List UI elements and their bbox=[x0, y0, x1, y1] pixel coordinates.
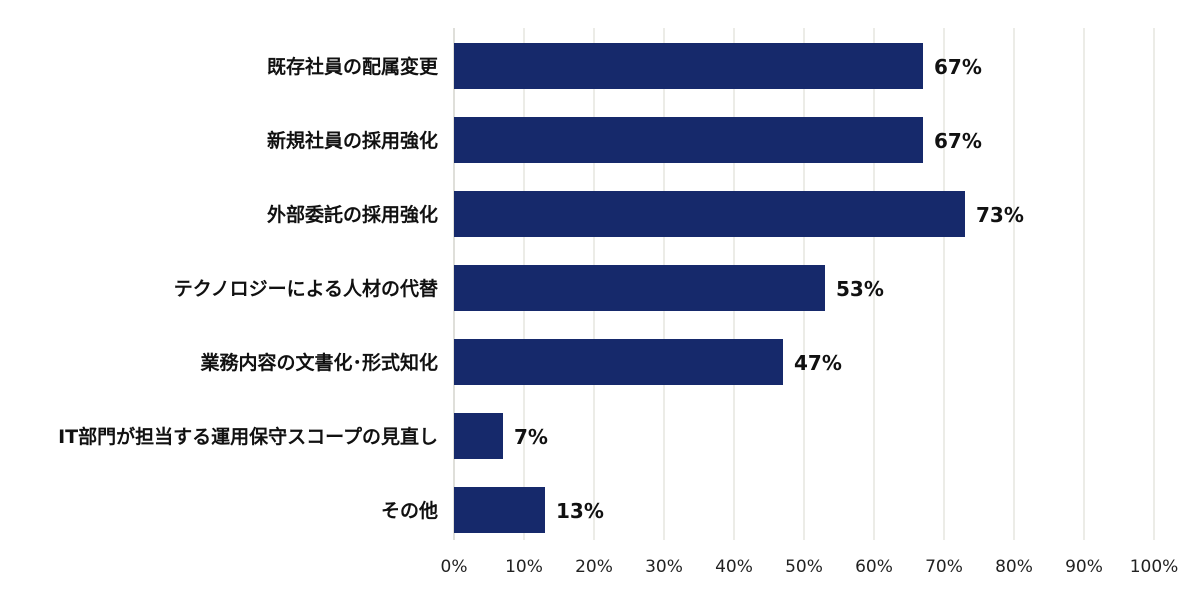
data-label: 67% bbox=[934, 129, 982, 153]
value-labels: 67% 67% 73% 53% 47% 7% 13% bbox=[514, 55, 1024, 523]
category-labels: 既存社員の配属変更新規社員の採用強化外部委託の採用強化テクノロジーによる人材の代… bbox=[58, 55, 439, 522]
x-tick-label: 30% bbox=[645, 557, 683, 577]
category-label: その他 bbox=[381, 499, 438, 522]
x-tick-label: 20% bbox=[575, 557, 613, 577]
data-label: 7% bbox=[514, 425, 548, 449]
data-label: 53% bbox=[836, 277, 884, 301]
data-label: 47% bbox=[794, 351, 842, 375]
bar bbox=[454, 413, 503, 459]
category-label: 既存社員の配属変更 bbox=[267, 55, 439, 78]
x-tick-label: 0% bbox=[441, 557, 468, 577]
x-tick-label: 70% bbox=[925, 557, 963, 577]
bar bbox=[454, 117, 923, 163]
data-label: 67% bbox=[934, 55, 982, 79]
category-label: 業務内容の文書化･形式知化 bbox=[199, 351, 438, 374]
bars bbox=[454, 43, 965, 533]
x-tick-label: 100% bbox=[1130, 557, 1179, 577]
x-tick-label: 50% bbox=[785, 557, 823, 577]
bar bbox=[454, 43, 923, 89]
x-tick-label: 90% bbox=[1065, 557, 1103, 577]
bar bbox=[454, 339, 783, 385]
bar bbox=[454, 265, 825, 311]
bar bbox=[454, 191, 965, 237]
data-label: 13% bbox=[556, 499, 604, 523]
x-tick-label: 80% bbox=[995, 557, 1033, 577]
category-label: 外部委託の採用強化 bbox=[267, 203, 438, 226]
category-label: 新規社員の採用強化 bbox=[267, 129, 438, 152]
category-label: テクノロジーによる人材の代替 bbox=[174, 277, 439, 300]
x-tick-label: 10% bbox=[505, 557, 543, 577]
x-tick-label: 60% bbox=[855, 557, 893, 577]
category-label: IT部門が担当する運用保守スコープの見直し bbox=[58, 425, 438, 448]
data-label: 73% bbox=[976, 203, 1024, 227]
x-axis-tick-labels: 0% 10% 20% 30% 40% 50% 60% 70% 80% 90% 100% bbox=[441, 557, 1179, 577]
x-tick-label: 40% bbox=[715, 557, 753, 577]
bar bbox=[454, 487, 545, 533]
